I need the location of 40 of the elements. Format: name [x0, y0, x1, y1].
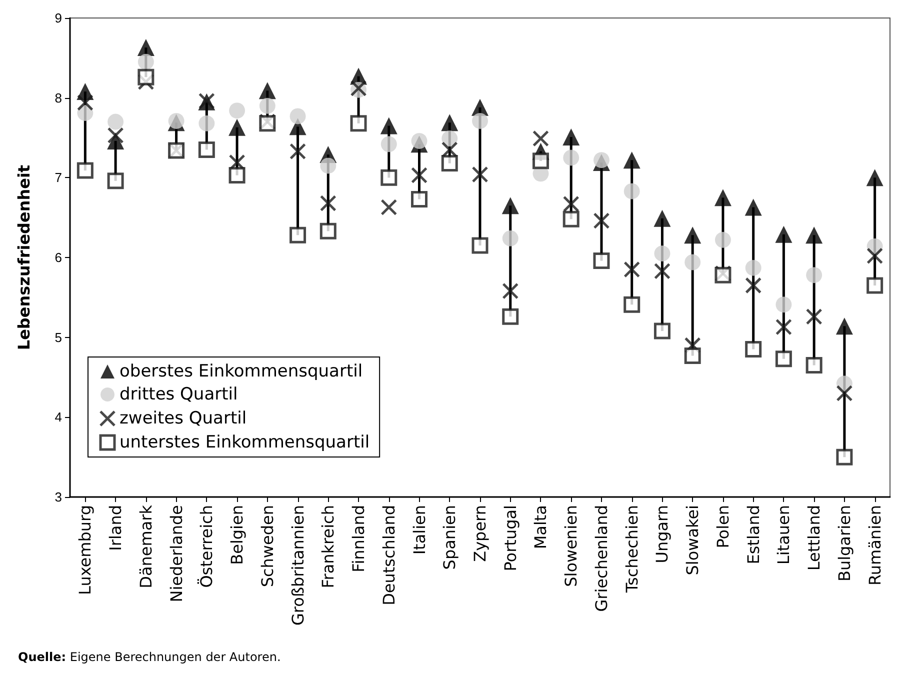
y-tick-label: 4 [54, 410, 62, 425]
x-tick-label: Zypern [470, 505, 490, 562]
x-tick-label: Portugal [500, 505, 520, 572]
x-tick-label: Slowakei [683, 505, 702, 576]
x-tick-label: Schweden [258, 505, 277, 588]
x-tick-label: Polen [713, 505, 732, 548]
x-tick-label: Österreich [197, 505, 216, 588]
source-note: Quelle: Eigene Berechnungen der Autoren. [18, 650, 281, 664]
x-tick-label: Slowenien [562, 505, 581, 587]
legend-label: unterstes Einkommensquartil [120, 432, 370, 452]
y-tick-label: 3 [54, 490, 62, 504]
x-tick-label: Tschechien [622, 505, 642, 594]
y-tick-label: 7 [54, 170, 62, 186]
y-tick-label: 8 [54, 90, 62, 106]
x-tick-label: Ungarn [652, 505, 672, 564]
x-tick-label: Irland [106, 505, 126, 551]
x-tick-label: Frankreich [318, 505, 338, 588]
x-tick-label: Großbritannien [288, 505, 308, 626]
x-tick-label: Litauen [774, 505, 794, 565]
x-tick-label: Griechenland [592, 505, 611, 612]
x-tick-label: Deutschland [379, 505, 398, 606]
x-tick-label: Luxemburg [76, 505, 95, 595]
x-tick-label: Spanien [440, 505, 460, 570]
x-tick-label: Rumänien [865, 505, 884, 586]
x-tick-label: Bulgarien [834, 505, 854, 582]
y-tick-label: 9 [54, 10, 62, 26]
x-tick-label: Italien [410, 505, 429, 555]
y-tick-label: 5 [54, 330, 62, 345]
legend-label: oberstes Einkommensquartil [120, 362, 363, 382]
x-tick-label: Finnland [349, 505, 368, 572]
x-tick-label: Lettland [804, 505, 824, 571]
x-tick-label: Estland [744, 505, 763, 564]
y-tick-label: 6 [54, 250, 62, 265]
x-tick-label: Dänemark [136, 504, 156, 588]
legend-label: zweites Quartil [120, 408, 247, 428]
y-axis-title: Lebenszufriedenheit [14, 164, 34, 350]
legend-label: drittes Quartil [120, 384, 238, 404]
x-tick-label: Malta [531, 505, 550, 550]
x-tick-label: Belgien [228, 505, 247, 565]
x-tick-label: Niederlande [166, 505, 186, 602]
